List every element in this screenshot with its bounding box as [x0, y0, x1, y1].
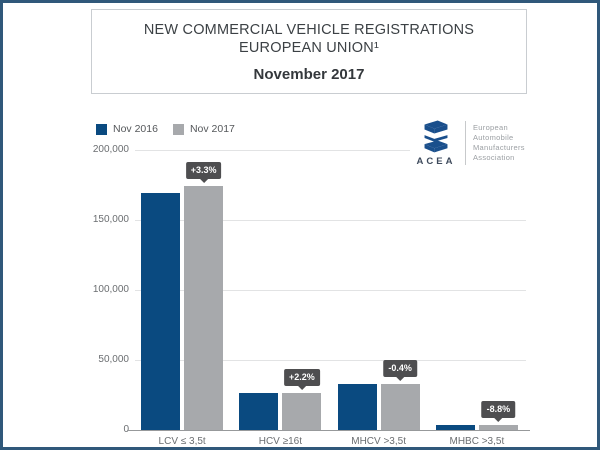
org-line-1: European — [473, 122, 508, 132]
legend-item-nov-2016: Nov 2016 — [96, 123, 158, 135]
gridline-200000 — [135, 150, 526, 151]
logo-divider — [465, 120, 466, 165]
report-subtitle: November 2017 — [253, 66, 365, 83]
stacked-layers-icon — [424, 120, 448, 153]
legend-label-nov-2016: Nov 2016 — [113, 123, 158, 135]
plot-groups: +3.3% LCV ≤ 3,5t +2.2% HCV ≥16t -0.4% MHCV >3… — [133, 150, 526, 447]
bar-group-3: -0.4% MHCV >3,5t — [330, 150, 428, 447]
org-line-4: Association — [473, 152, 515, 162]
bar-nov-2016-2 — [239, 393, 279, 430]
bar-group-2: +2.2% HCV ≥16t — [231, 150, 329, 447]
pct-change-tooltip-4: -8.8% — [481, 401, 516, 423]
x-axis-line — [127, 430, 530, 431]
legend-label-nov-2017: Nov 2017 — [189, 123, 235, 135]
bar-nov-2017-1: +3.3% — [184, 161, 224, 430]
legend-item-nov-2017: Nov 2017 — [172, 123, 235, 135]
bar-nov-2017-4: -8.8% — [478, 401, 518, 430]
gridline-100000 — [135, 290, 526, 291]
org-line-3: Manufacturers — [473, 142, 525, 152]
bar-nov-2017-3: -0.4% — [380, 360, 420, 430]
acea-acronym: ACEA — [416, 156, 456, 167]
x-category-label-1: LCV ≤ 3,5t — [158, 436, 206, 447]
legend-swatch-nov-2017-icon — [172, 123, 184, 135]
bar-nov-2016-1 — [141, 193, 181, 430]
bar-nov-2016-4 — [435, 424, 475, 430]
acea-org-name: European Automobile Manufacturers Associ… — [473, 123, 525, 163]
acea-logo-mark: ACEA — [413, 118, 459, 167]
y-tick-label-200000: 200,000 — [92, 144, 129, 155]
y-tick-label-0: 0 — [69, 424, 129, 435]
org-line-2: Automobile — [473, 132, 514, 142]
pct-change-tooltip-3: -0.4% — [383, 360, 417, 382]
bar-group-1: +3.3% LCV ≤ 3,5t — [133, 150, 231, 447]
chart-legend: Nov 2016 Nov 2017 — [96, 123, 235, 135]
x-category-label-3: MHCV >3,5t — [351, 436, 406, 447]
y-tick-label-150000: 150,000 — [92, 214, 129, 225]
pct-change-tooltip-2: +2.2% — [283, 368, 320, 390]
x-category-label-4: MHBC >3,5t — [449, 436, 505, 447]
acea-logo: ACEA European Automobile Manufacturers A… — [410, 116, 528, 169]
gridline-150000 — [135, 220, 526, 221]
legend-swatch-nov-2016-icon — [96, 123, 107, 135]
x-category-label-2: HCV ≥16t — [258, 436, 303, 447]
report-title-line1: NEW COMMERCIAL VEHICLE REGISTRATIONS — [143, 22, 475, 38]
bar-nov-2017-2: +2.2% — [282, 368, 322, 430]
report-title-line2: EUROPEAN UNION¹ — [239, 40, 379, 56]
bar-group-4: -8.8% MHBC >3,5t — [428, 150, 526, 447]
gridline-50000 — [135, 360, 526, 361]
pct-change-tooltip-1: +3.3% — [185, 161, 222, 183]
title-box: NEW COMMERCIAL VEHICLE REGISTRATIONS EUR… — [91, 9, 527, 94]
y-tick-label-50000: 50,000 — [98, 354, 129, 365]
bar-nov-2016-3 — [337, 383, 377, 430]
y-tick-label-100000: 100,000 — [92, 284, 129, 295]
